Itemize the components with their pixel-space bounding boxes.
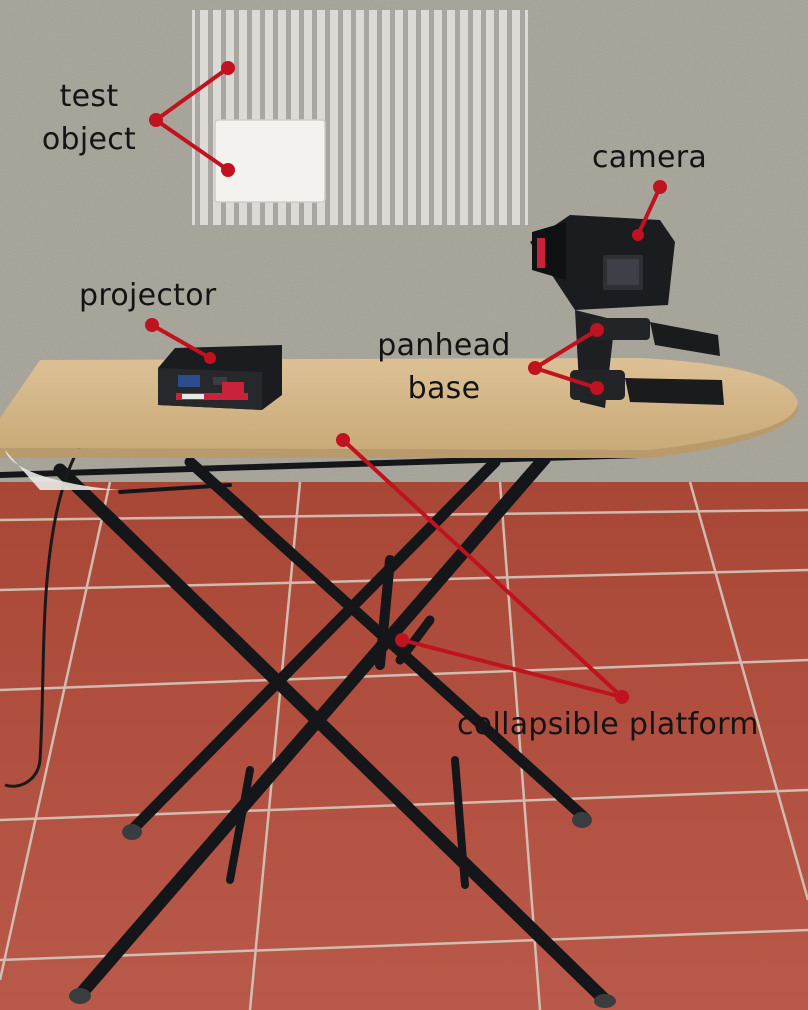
label-panhead-base-line2: base bbox=[407, 371, 481, 406]
annotation-pointers bbox=[150, 66, 662, 699]
label-test-object-line2: object bbox=[41, 122, 137, 157]
pointer-test-object-upper bbox=[154, 66, 230, 122]
pointer-test-object-lower bbox=[154, 118, 230, 172]
test-object bbox=[192, 10, 528, 225]
label-test-object-line1: test bbox=[59, 79, 119, 114]
label-projector: projector bbox=[79, 278, 217, 313]
pointer-camera bbox=[636, 185, 662, 237]
pointer-platform-board bbox=[341, 438, 624, 699]
pointer-panhead-upper bbox=[533, 328, 599, 370]
pointer-panhead-lower bbox=[533, 366, 599, 390]
annotation-dots bbox=[145, 61, 667, 704]
pointer-platform-frame bbox=[400, 638, 624, 699]
label-camera: camera bbox=[592, 140, 708, 175]
projector bbox=[158, 345, 282, 410]
label-panhead-base-line1: panhead bbox=[377, 328, 511, 363]
rubber-feet bbox=[69, 812, 616, 1008]
pointer-projector bbox=[150, 323, 212, 360]
table-frame bbox=[0, 451, 643, 1007]
label-collapsible-platform: collapsible platform bbox=[457, 707, 759, 742]
